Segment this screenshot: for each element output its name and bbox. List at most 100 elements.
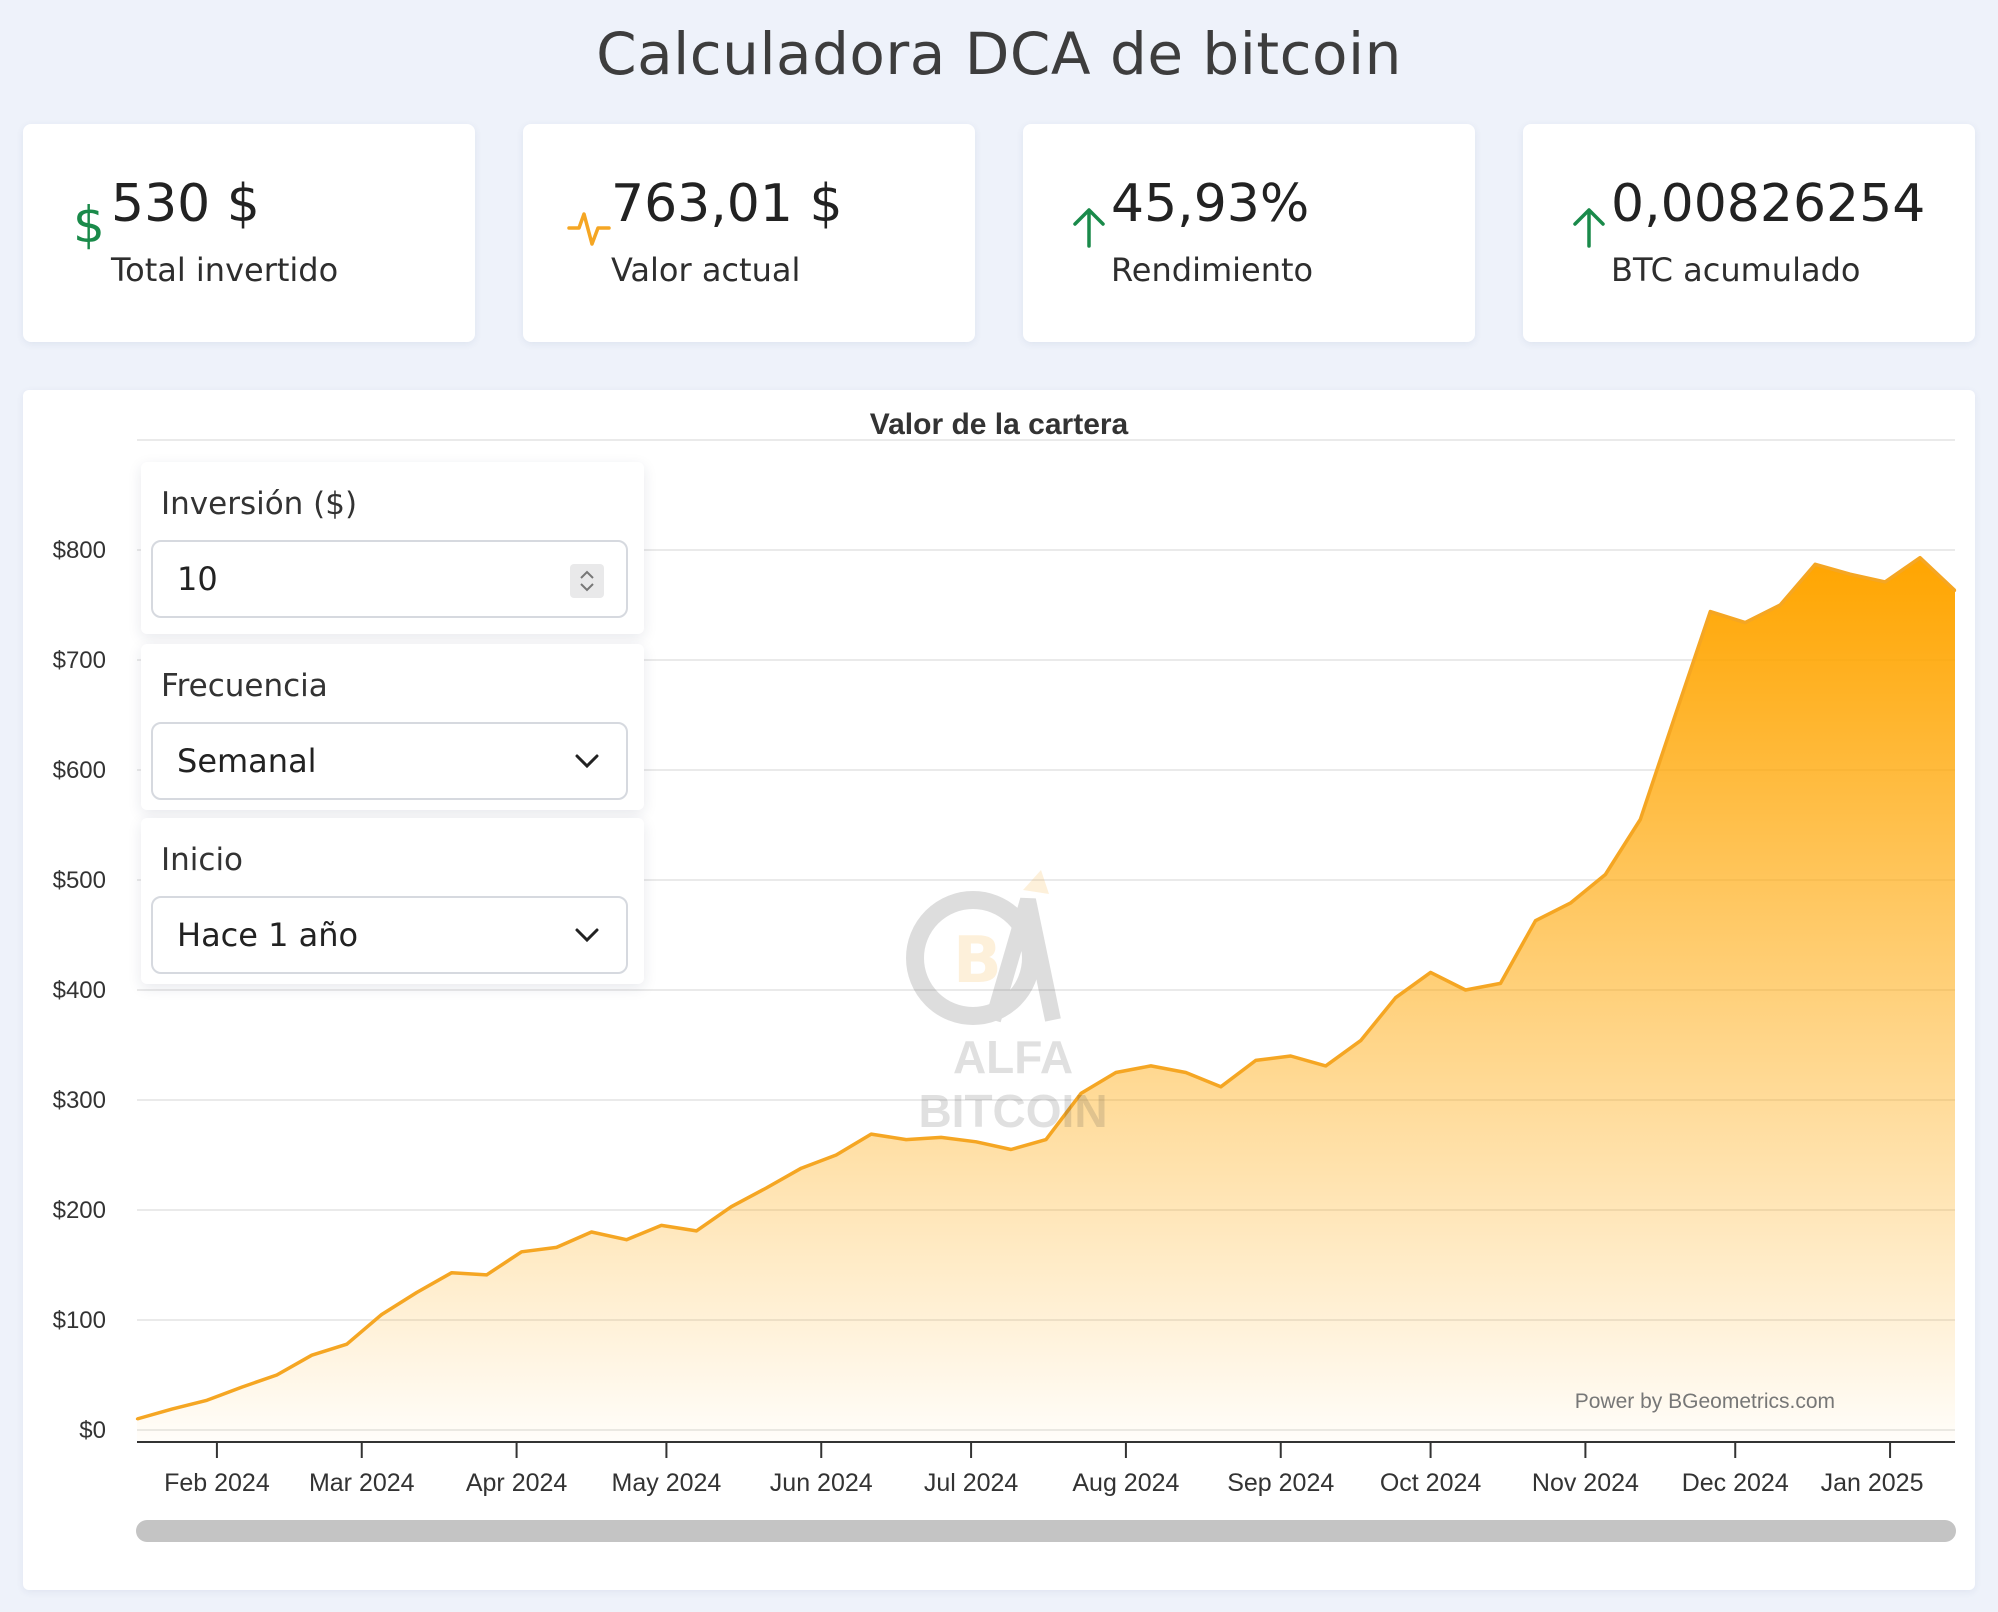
activity-icon [567, 212, 611, 246]
svg-text:B: B [953, 924, 1002, 998]
data-point [1184, 1071, 1188, 1074]
start-label: Inicio [161, 842, 244, 878]
data-point [1918, 556, 1922, 559]
stat-card-total-invested: $ 530 $ Total invertido [23, 124, 475, 342]
data-point [1324, 1064, 1327, 1068]
data-point [974, 1140, 978, 1143]
data-point [869, 1132, 873, 1136]
data-point [415, 1291, 418, 1294]
stat-value: 530 $ [111, 174, 260, 234]
arrow-up-icon [1573, 208, 1605, 248]
data-point [1744, 621, 1747, 624]
x-tick-label: Jul 2024 [924, 1469, 1019, 1497]
stat-card-btc-accumulated: 0,00826254 BTC acumulado [1523, 124, 1975, 342]
data-point [835, 1153, 838, 1157]
data-point [1359, 1039, 1362, 1042]
data-point [450, 1271, 453, 1274]
data-point [275, 1373, 279, 1377]
data-point [765, 1186, 768, 1190]
y-tick-label: $0 [79, 1417, 106, 1444]
data-point [1674, 713, 1677, 717]
data-point [590, 1230, 593, 1234]
x-tick-label: Jun 2024 [770, 1469, 873, 1497]
data-point [1009, 1148, 1013, 1151]
data-point [625, 1238, 628, 1241]
frequency-select[interactable]: Semanal [151, 722, 628, 800]
data-point [555, 1246, 558, 1249]
x-tick-label: Oct 2024 [1380, 1469, 1482, 1497]
stat-label: Rendimiento [1111, 251, 1314, 289]
y-tick-label: $700 [53, 647, 106, 674]
data-point [1464, 988, 1467, 992]
start-control: Inicio Hace 1 año [141, 818, 644, 984]
frequency-label: Frecuencia [161, 668, 328, 704]
data-point [205, 1399, 209, 1402]
data-point [660, 1224, 663, 1227]
arrow-up-icon [1073, 208, 1105, 248]
dollar-icon: $ [73, 196, 105, 252]
stats-row: $ 530 $ Total invertido 763,01 $ Valor a… [23, 124, 1975, 342]
chart-panel: $0 $100 $200 $300 $400 $500 $600 $700 $800 Feb 20… [23, 390, 1975, 1590]
stat-label: Total invertido [111, 251, 339, 289]
data-point [1079, 1092, 1083, 1095]
y-tick-label: $400 [53, 977, 106, 1004]
data-point [1953, 589, 1957, 592]
y-tick-label: $500 [53, 867, 106, 894]
stat-card-return: 45,93% Rendimiento [1023, 124, 1475, 342]
data-point [1848, 573, 1852, 576]
data-point [730, 1205, 733, 1208]
stat-label: BTC acumulado [1611, 251, 1861, 289]
data-point [520, 1250, 523, 1253]
data-point [1114, 1071, 1118, 1074]
x-tick-label: May 2024 [612, 1469, 722, 1497]
x-tick-label: Feb 2024 [164, 1469, 270, 1497]
start-select[interactable]: Hace 1 año [151, 896, 628, 974]
x-tick-label: Aug 2024 [1072, 1469, 1179, 1497]
data-point [904, 1138, 908, 1141]
data-point [1394, 996, 1397, 999]
data-point [485, 1273, 488, 1277]
investment-control: Inversión ($) 10 [141, 462, 644, 634]
data-point [1778, 603, 1782, 607]
number-stepper[interactable] [570, 564, 604, 598]
stepper-arrows-icon [580, 570, 594, 592]
data-point [1044, 1138, 1048, 1141]
data-point [1289, 1054, 1292, 1058]
stat-value: 763,01 $ [611, 174, 843, 234]
stat-value: 0,00826254 [1611, 174, 1926, 234]
data-point [1429, 971, 1432, 974]
stat-label: Valor actual [611, 251, 801, 289]
data-point [135, 1417, 139, 1421]
data-point [1813, 563, 1817, 566]
x-tick-label: Mar 2024 [309, 1469, 415, 1497]
data-point [1883, 580, 1887, 584]
investment-label: Inversión ($) [161, 486, 358, 522]
investment-input[interactable]: 10 [151, 540, 628, 618]
y-tick-label: $200 [53, 1197, 106, 1224]
series-area [137, 557, 1955, 1442]
chart-credit: Power by BGeometrics.com [1574, 1390, 1835, 1413]
chart-title: Valor de la cartera [869, 408, 1129, 441]
alfa-bitcoin-logo: B ALFA BITCOIN [853, 870, 1173, 1137]
data-point [1709, 610, 1712, 613]
data-point [170, 1407, 174, 1411]
data-point [1604, 873, 1607, 876]
start-value: Hace 1 año [177, 916, 359, 954]
x-tick-label: Dec 2024 [1682, 1469, 1789, 1497]
x-tick-label: Apr 2024 [466, 1469, 568, 1497]
data-point [1499, 982, 1502, 985]
stat-card-current-value: 763,01 $ Valor actual [523, 124, 975, 342]
x-tick-label: Nov 2024 [1532, 1469, 1639, 1497]
chart-scrollbar[interactable] [136, 1520, 1956, 1542]
data-point [1569, 901, 1572, 905]
data-point [1639, 818, 1642, 821]
x-tick-label: Sep 2024 [1227, 1469, 1334, 1497]
data-point [1534, 919, 1537, 922]
stat-value: 45,93% [1111, 174, 1310, 234]
data-point [240, 1385, 244, 1389]
data-point [345, 1343, 348, 1346]
investment-value: 10 [177, 560, 218, 598]
data-point [1149, 1064, 1153, 1068]
frequency-control: Frecuencia Semanal [141, 644, 644, 810]
svg-text:$: $ [73, 196, 105, 252]
